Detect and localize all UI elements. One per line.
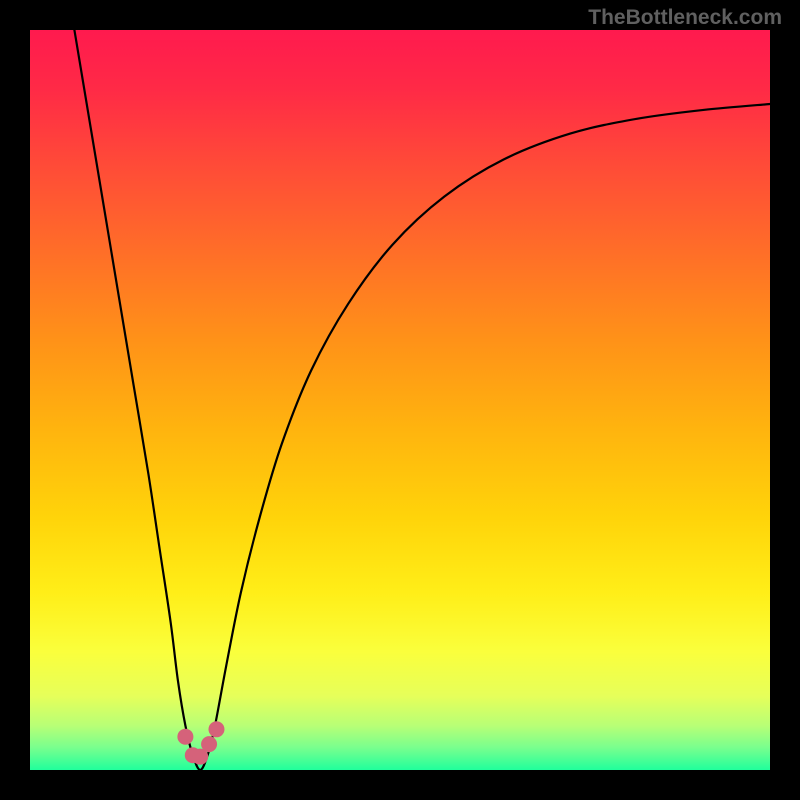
plot-area <box>30 30 770 770</box>
marker-group <box>177 721 224 764</box>
marker-dot <box>177 729 193 745</box>
bottleneck-curve <box>74 30 770 770</box>
marker-dot <box>208 721 224 737</box>
curve-layer <box>30 30 770 770</box>
watermark-text: TheBottleneck.com <box>588 6 782 30</box>
marker-dot <box>201 736 217 752</box>
